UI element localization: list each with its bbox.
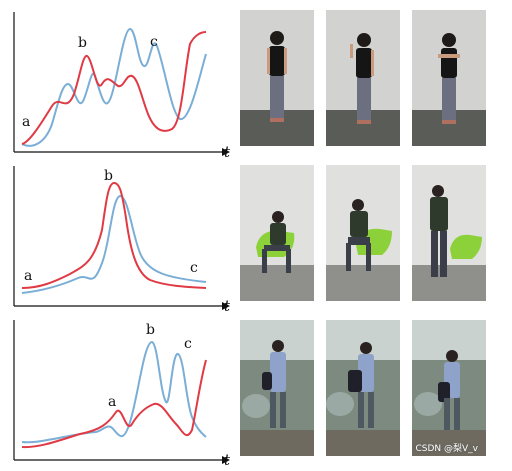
photo-row1-frame2 [326, 10, 400, 146]
photo-row3-frame3: CSDN @梨V_v [412, 320, 486, 456]
axis-t-label: t [224, 297, 231, 313]
label-c: c [150, 34, 158, 50]
blue-curve [21, 340, 207, 444]
photo-row1-frame3 [412, 10, 486, 146]
blue-curve [21, 27, 207, 147]
label-b: b [146, 322, 155, 338]
photo-row2-frame1 [240, 165, 314, 301]
axis-t-label: t [224, 143, 231, 159]
photo-row1-frame1 [240, 10, 314, 146]
photo-row2-frame2 [326, 165, 400, 301]
photo-row2-frame3 [412, 165, 486, 301]
photo-row3-frame2 [326, 320, 400, 456]
red-curve [21, 359, 207, 449]
label-a: a [22, 114, 30, 130]
label-c: c [184, 336, 192, 352]
label-a: a [108, 394, 116, 410]
photo-row3-frame1 [240, 320, 314, 456]
label-a: a [24, 268, 32, 284]
plot-row-2: a b c t [0, 158, 236, 313]
label-b: b [78, 35, 87, 51]
plot-row-3: a b c t [0, 312, 236, 467]
blue-curve [21, 194, 207, 294]
red-curve [21, 31, 207, 145]
watermark-text: CSDN @梨V_v [415, 444, 478, 454]
label-c: c [190, 260, 198, 276]
plot-row-1: a b c t [0, 4, 236, 159]
axis-t-label: t [224, 451, 231, 467]
label-b: b [104, 168, 113, 184]
red-curve [21, 181, 207, 289]
